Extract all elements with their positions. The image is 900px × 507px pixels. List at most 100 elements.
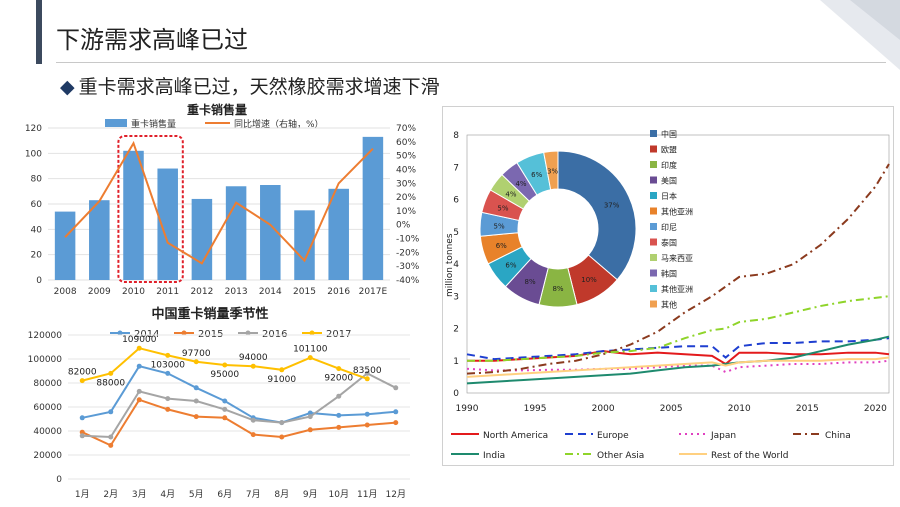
data-label: 109000 [122, 335, 157, 345]
legend-label: Other Asia [597, 451, 644, 461]
data-point [364, 370, 370, 376]
data-point [364, 411, 370, 417]
data-point [250, 363, 256, 369]
highlight-box [117, 135, 184, 283]
donut-legend-label: 韩国 [661, 269, 677, 279]
legend-marker-2014 [117, 330, 123, 336]
data-point [79, 433, 85, 439]
x-tick-label: 2008 [54, 287, 77, 297]
x-tick-label: 11月 [357, 489, 377, 500]
slice-label: 10% [581, 276, 597, 284]
y-tick-label: 80000 [33, 379, 62, 389]
donut-legend-swatch [650, 254, 657, 261]
series-line-china [466, 163, 890, 375]
bar [157, 168, 178, 280]
legend-label: Japan [710, 431, 736, 441]
x-tick-label: 2012 [190, 287, 213, 297]
data-point [393, 409, 399, 415]
data-point [222, 398, 228, 404]
x-tick-label: 1月 [75, 489, 90, 500]
slice-label: 4% [505, 190, 516, 198]
donut-legend-label: 马来西亚 [661, 254, 693, 263]
bar [225, 186, 247, 280]
data-point [336, 412, 342, 418]
data-point [336, 366, 342, 372]
donut-legend-swatch [650, 223, 657, 230]
y2-tick-label: 0% [396, 221, 411, 231]
bar [54, 211, 76, 280]
page-title: 下游需求高峰已过 [56, 26, 248, 54]
data-point [336, 424, 342, 430]
data-point [193, 414, 199, 420]
x-tick-label: 3月 [132, 489, 147, 500]
data-label: 83500 [353, 366, 382, 376]
data-point [364, 376, 370, 382]
data-point [108, 409, 114, 415]
donut-legend-label: 美国 [661, 176, 677, 186]
donut-legend-swatch [650, 130, 657, 137]
x-tick-label: 2000 [592, 404, 615, 414]
corner-decoration [820, 0, 900, 70]
data-point [136, 345, 142, 351]
x-tick-label: 1990 [456, 404, 479, 414]
series-line-other-asia [467, 295, 890, 362]
data-point [222, 362, 228, 368]
y2-tick-label: 40% [396, 165, 416, 175]
data-point [108, 442, 114, 448]
data-point [79, 378, 85, 384]
donut-legend-label: 中国 [661, 129, 677, 139]
y-tick-label: 100 [25, 149, 42, 159]
legend-marker-2015 [181, 330, 187, 336]
data-point [307, 427, 313, 433]
subtitle-text: 重卡需求高峰已过，天然橡胶需求增速下滑 [78, 76, 440, 98]
donut-legend-swatch [650, 145, 657, 153]
x-tick-label: 10月 [329, 489, 349, 500]
series-line-2014 [82, 365, 396, 424]
y-tick-label: 100000 [28, 355, 63, 365]
series-line-india [466, 335, 890, 385]
data-label: 97700 [182, 349, 211, 359]
page-subtitle: ◆ 重卡需求高峰已过，天然橡胶需求增速下滑 [60, 72, 440, 99]
data-point [364, 422, 370, 428]
data-label: 88000 [96, 378, 125, 388]
series-line-2016 [82, 372, 397, 439]
series-line-japan [466, 359, 890, 374]
y-tick-label: 20 [31, 251, 43, 261]
data-point [279, 434, 285, 440]
data-point [393, 385, 399, 391]
donut-legend-swatch [650, 161, 657, 168]
data-label: 95000 [210, 370, 239, 380]
y2-tick-label: -20% [396, 248, 420, 258]
title-accent-bar [36, 0, 42, 64]
y-tick-label: 8 [453, 131, 459, 141]
x-tick-label: 2013 [225, 287, 248, 297]
y2-tick-label: 30% [396, 179, 416, 189]
series-line-rest-of-the-world [466, 356, 890, 378]
y-tick-label: 20000 [33, 451, 62, 461]
x-tick-label: 1995 [524, 404, 547, 414]
y2-tick-label: -40% [396, 276, 420, 286]
slice-label: 6% [496, 242, 507, 250]
data-point [393, 420, 399, 426]
data-label: 103000 [151, 360, 186, 370]
data-label: 101100 [293, 345, 328, 355]
slice-label: 8% [552, 285, 563, 293]
y-tick-label: 2 [453, 325, 459, 335]
data-point [193, 359, 199, 365]
x-tick-label: 2017E [359, 287, 388, 297]
y-tick-label: 0 [56, 475, 62, 485]
growth-line [64, 140, 374, 265]
y-tick-label: 1 [453, 357, 459, 367]
y2-tick-label: 10% [396, 207, 416, 217]
chart-title: 中国重卡销量季节性 [151, 306, 268, 322]
legend-marker-2016 [245, 330, 251, 336]
x-tick-label: 7月 [246, 489, 261, 500]
series-line-2015 [81, 398, 396, 447]
donut-legend-label: 泰国 [661, 238, 677, 248]
bar [328, 188, 349, 280]
donut-slice [557, 150, 637, 281]
data-point [279, 420, 285, 426]
donut-legend-swatch [650, 176, 657, 184]
series-line-europe [466, 337, 890, 361]
y-tick-label: 0 [453, 389, 459, 399]
